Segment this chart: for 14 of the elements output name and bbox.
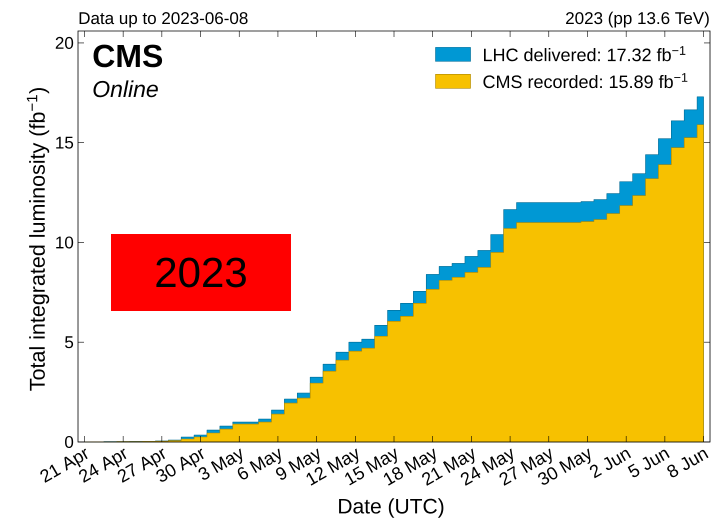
y-tick-label: 15: [56, 136, 74, 149]
y-tick-label: 10: [56, 236, 74, 248]
legend-label: LHC delivered: 17.32 fb$^{−1}$: [484, 46, 686, 62]
y-tick-label: 0: [65, 436, 74, 448]
legend-label: CMS recorded: 15.89 fb$^{−1}$: [483, 73, 688, 88]
y-axis-title: Total integrated luminosity (fb$^{−1}$): [26, 88, 50, 391]
annotation: 2023: [156, 258, 246, 288]
annotation: Online: [93, 80, 158, 98]
chart-title: Data up to 2023-06-08: [80, 12, 248, 28]
y-tick-label: 5: [65, 336, 74, 348]
x-axis-title: Date (UTC): [339, 498, 444, 518]
chart-subtitle: 2023 (pp 13.6 TeV): [566, 12, 709, 28]
annotation: CMS: [94, 44, 162, 68]
y-tick-label: 20: [56, 36, 74, 49]
